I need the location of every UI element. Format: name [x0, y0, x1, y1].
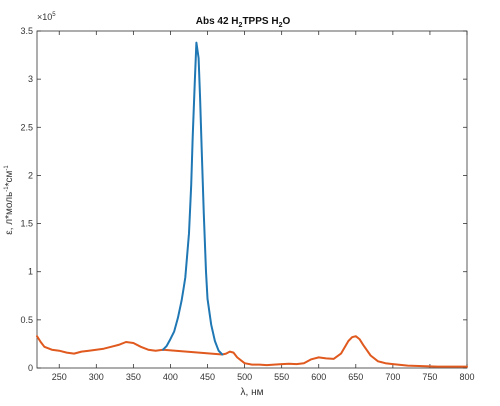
x-tick-label: 500	[237, 372, 252, 382]
x-tick-label: 400	[163, 372, 178, 382]
y-multiplier: ×105	[37, 12, 56, 22]
x-tick-label: 450	[200, 372, 215, 382]
y-axis: 0 0.5 1 1.5 2 2.5 3 3.5	[20, 26, 467, 373]
y-tick-label: 0	[28, 363, 33, 373]
y-tick-label: 1	[28, 267, 33, 277]
series-line-1	[36, 335, 468, 368]
y-tick-label: 0.5	[20, 315, 33, 325]
x-tick-label: 350	[126, 372, 141, 382]
x-tick-label: 550	[274, 372, 289, 382]
plot-frame	[36, 30, 468, 369]
y-tick-label: 2	[28, 170, 33, 180]
y-tick-label: 3.5	[20, 26, 33, 36]
chart-title-text: Abs 42 H2TPPS H2O	[196, 16, 291, 29]
x-tick-label: 300	[89, 372, 104, 382]
y-tick-label: 2.5	[20, 122, 33, 132]
plot-area: 0 0.5 1 1.5 2 2.5 3 3.5 250 300 350 400 450 500 550 60…	[20, 26, 474, 382]
series-line-2	[162, 41, 224, 356]
x-tick-label: 700	[385, 372, 400, 382]
x-tick-label: 650	[348, 372, 363, 382]
y-axis-label: ε, л*моль-1*см-1	[4, 165, 15, 235]
y-tick-label: 3	[28, 74, 33, 84]
y-tick-label: 1.5	[20, 219, 33, 229]
x-axis: 250 300 350 400 450 500 550 600 650 700 750 800	[52, 31, 475, 382]
chart-title: Abs 42 H2TPPS H2O	[196, 16, 291, 29]
y-multiplier-text: ×105	[37, 12, 56, 22]
x-axis-label: λ, нм	[241, 387, 264, 398]
series-group	[36, 41, 468, 368]
x-tick-label: 250	[52, 372, 67, 382]
x-tick-label: 600	[311, 372, 326, 382]
x-tick-label: 750	[422, 372, 437, 382]
x-tick-label: 800	[459, 372, 474, 382]
